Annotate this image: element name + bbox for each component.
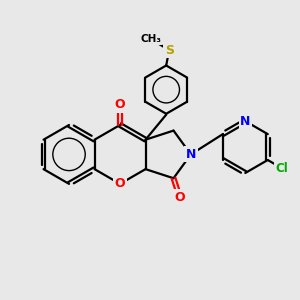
- Text: O: O: [174, 191, 185, 204]
- Text: CH₃: CH₃: [140, 34, 161, 44]
- Text: O: O: [115, 98, 125, 111]
- Text: N: N: [240, 115, 250, 128]
- Text: Cl: Cl: [275, 162, 288, 175]
- Text: N: N: [186, 148, 196, 161]
- Text: O: O: [115, 177, 125, 190]
- Text: S: S: [165, 44, 174, 57]
